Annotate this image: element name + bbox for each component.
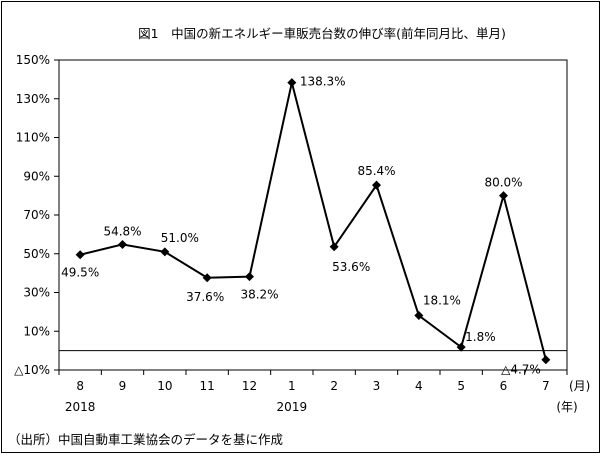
data-point <box>499 191 508 201</box>
data-point <box>160 247 170 257</box>
data-point <box>456 342 466 352</box>
x-tick-label: 1 <box>288 379 296 393</box>
data-label: 80.0% <box>484 176 522 190</box>
data-point <box>541 355 551 365</box>
x-tick-label: 2 <box>330 379 338 393</box>
x-tick-label: 12 <box>242 379 257 393</box>
data-point <box>329 242 339 252</box>
y-tick-label: 70% <box>23 208 50 222</box>
plot-border <box>58 59 568 371</box>
y-tick-label: 90% <box>23 169 50 183</box>
series-line <box>79 82 547 360</box>
data-label: 85.4% <box>357 164 395 178</box>
source-note: （出所）中国自動車工業協会のデータを基に作成 <box>8 432 284 447</box>
data-label: 138.3% <box>300 75 346 89</box>
x-tick-label: 3 <box>373 379 381 393</box>
data-label: 53.6% <box>332 260 370 274</box>
data-point <box>202 273 212 283</box>
x-tick-label: 6 <box>500 379 508 393</box>
data-point <box>75 250 85 260</box>
chart-title: 図1 中国の新エネルギー車販売台数の伸び率(前年同月比、単月) <box>138 26 506 41</box>
data-point <box>245 272 254 282</box>
y-tick-label: 50% <box>23 247 50 261</box>
data-point <box>414 311 424 321</box>
y-tick-label: 10% <box>23 324 50 338</box>
data-point <box>287 78 297 88</box>
y-tick-label: 130% <box>16 92 50 106</box>
x-unit-year: (年) <box>556 400 577 414</box>
data-point <box>118 239 127 249</box>
x-tick-label: 5 <box>457 379 465 393</box>
x-tick-label: 4 <box>415 379 423 393</box>
data-label: 1.8% <box>465 330 496 344</box>
data-label: 51.0% <box>161 231 199 245</box>
y-tick-label: △10% <box>14 363 50 377</box>
x-unit-month: (月) <box>569 379 590 393</box>
x-tick-label: 10 <box>157 379 172 393</box>
data-label: 38.2% <box>240 288 278 302</box>
x-tick-label: 9 <box>119 379 127 393</box>
data-label: △4.7% <box>501 363 541 377</box>
y-tick-label: 30% <box>23 286 50 300</box>
data-label: 54.8% <box>103 224 141 238</box>
x-tick-label: 11 <box>200 379 215 393</box>
x-tick-label: 7 <box>542 379 550 393</box>
year-label: 2019 <box>277 400 308 414</box>
data-label: 18.1% <box>423 294 461 308</box>
y-tick-label: 150% <box>16 53 50 67</box>
plot-area: 150%130%110%90%70%50%30%10%△10%8 9 10 11 12 1… <box>14 53 590 414</box>
data-label: 37.6% <box>186 290 224 304</box>
year-label: 2018 <box>65 400 96 414</box>
y-tick-label: 110% <box>16 131 50 145</box>
data-label: 49.5% <box>61 266 99 280</box>
data-point <box>372 180 381 190</box>
x-tick-label: 8 <box>76 379 84 393</box>
